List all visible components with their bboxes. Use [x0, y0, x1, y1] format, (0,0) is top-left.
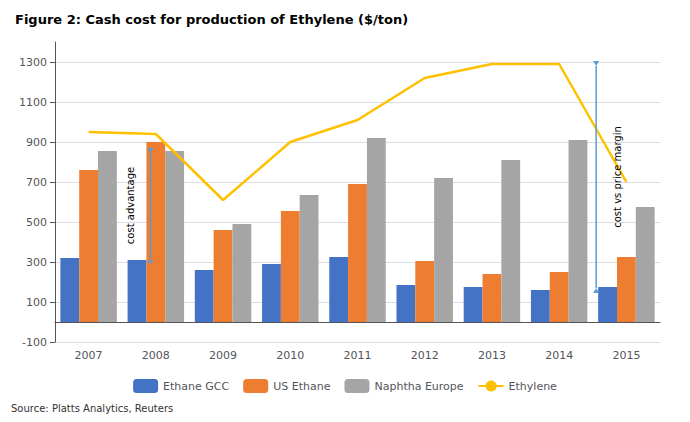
svg-text:Figure 2: Cash cost for produc: Figure 2: Cash cost for production of Et… [15, 12, 408, 27]
svg-text:100: 100 [26, 296, 47, 309]
svg-text:Ethane GCC: Ethane GCC [163, 380, 229, 393]
svg-text:US Ethane: US Ethane [273, 380, 330, 393]
svg-text:500: 500 [26, 216, 47, 229]
svg-text:2011: 2011 [344, 349, 372, 362]
svg-text:2010: 2010 [276, 349, 304, 362]
svg-text:1300: 1300 [19, 56, 47, 69]
svg-text:Source: Platts Analytics, Reut: Source: Platts Analytics, Reuters [11, 403, 173, 414]
svg-text:2012: 2012 [411, 349, 439, 362]
svg-text:2008: 2008 [142, 349, 170, 362]
svg-text:2014: 2014 [545, 349, 573, 362]
svg-text:300: 300 [26, 256, 47, 269]
svg-text:cost vs price margin: cost vs price margin [612, 126, 623, 228]
svg-text:-100: -100 [22, 336, 47, 349]
svg-text:2007: 2007 [75, 349, 103, 362]
svg-text:2015: 2015 [612, 349, 640, 362]
svg-text:cost advantage: cost advantage [125, 167, 136, 244]
svg-text:1100: 1100 [19, 96, 47, 109]
svg-text:Ethylene: Ethylene [509, 380, 558, 393]
svg-text:Naphtha Europe: Naphtha Europe [374, 380, 463, 393]
svg-text:2013: 2013 [478, 349, 506, 362]
svg-text:2009: 2009 [209, 349, 237, 362]
svg-text:900: 900 [26, 136, 47, 149]
svg-text:700: 700 [26, 176, 47, 189]
